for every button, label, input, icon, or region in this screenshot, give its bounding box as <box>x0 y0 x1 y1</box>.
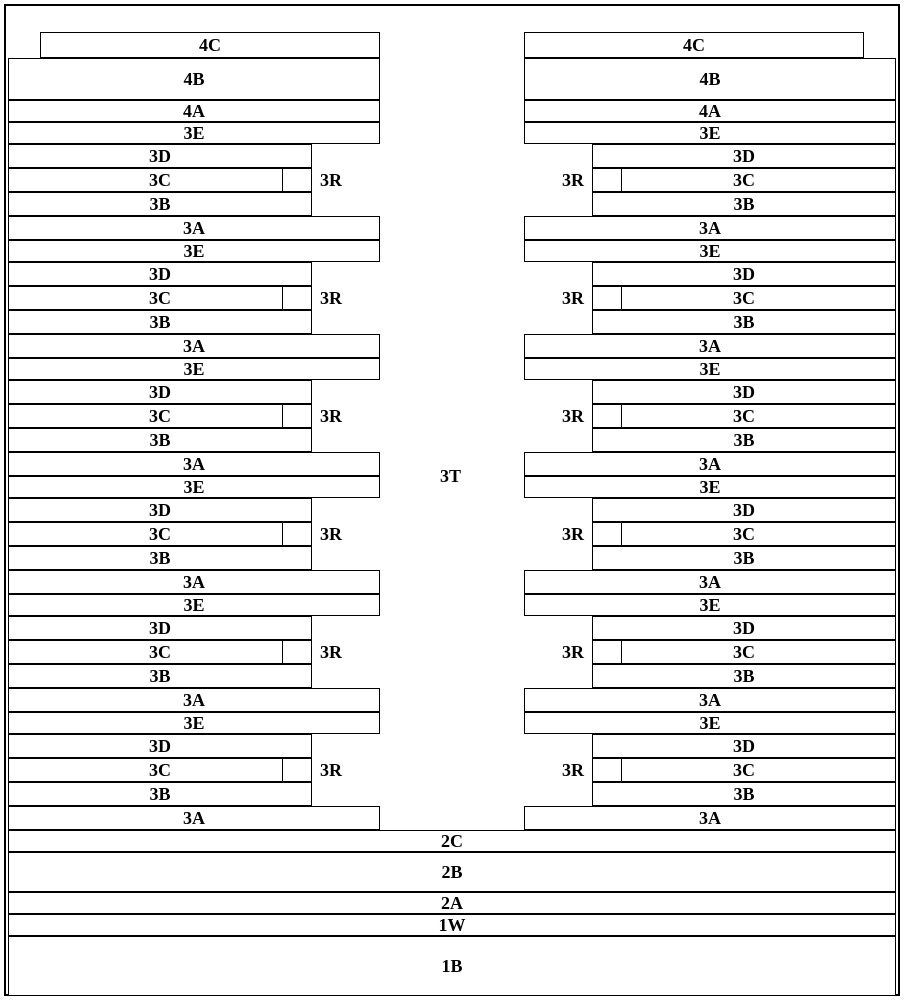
layer-2C: 2C <box>8 830 896 852</box>
layer-left-4C: 4C <box>40 32 380 58</box>
layer-diagram: 1B1W2A2B2C3A3A3B3B3C3C3R3R3D3D3E3E3A3A3B… <box>4 4 900 996</box>
layer-left-3A-g2: 3A <box>8 570 380 594</box>
layer-left-3C-g1: 3C <box>8 640 312 664</box>
r-label-right-g3: 3R <box>562 406 584 427</box>
r-label-right-g2: 3R <box>562 524 584 545</box>
layer-right-3E-g2: 3E <box>524 476 896 498</box>
layer-right-3C-g5: 3C <box>592 168 896 192</box>
layer-right-3D-g0: 3D <box>592 734 896 758</box>
layer-left-3D-g2: 3D <box>8 498 312 522</box>
layer-right-3A-g4: 3A <box>524 334 896 358</box>
layer-right-4B: 4B <box>524 58 896 100</box>
layer-left-3D-g0: 3D <box>8 734 312 758</box>
r-label-right-g1: 3R <box>562 642 584 663</box>
layer-right-3D-g4: 3D <box>592 262 896 286</box>
layer-left-3E-g1: 3E <box>8 594 380 616</box>
layer-right-3E-g1: 3E <box>524 594 896 616</box>
r-label-left-g5: 3R <box>320 170 342 191</box>
layer-left-3A-g1: 3A <box>8 688 380 712</box>
layer-right-3D-g5: 3D <box>592 144 896 168</box>
layer-left-3E-g2: 3E <box>8 476 380 498</box>
layer-right-3B-g1: 3B <box>592 664 896 688</box>
r-cell-left-g3 <box>282 404 312 428</box>
layer-left-3B-g3: 3B <box>8 428 312 452</box>
layer-left-4B: 4B <box>8 58 380 100</box>
layer-right-3D-g1: 3D <box>592 616 896 640</box>
layer-left-3D-g5: 3D <box>8 144 312 168</box>
layer-left-3C-g3: 3C <box>8 404 312 428</box>
layer-right-3D-g3: 3D <box>592 380 896 404</box>
r-cell-right-g0 <box>592 758 622 782</box>
layer-right-3A-g1: 3A <box>524 688 896 712</box>
r-cell-left-g1 <box>282 640 312 664</box>
layer-left-3D-g3: 3D <box>8 380 312 404</box>
layer-right-3E-g3: 3E <box>524 358 896 380</box>
layer-right-4C: 4C <box>524 32 864 58</box>
layer-right-3C-g1: 3C <box>592 640 896 664</box>
r-label-right-g0: 3R <box>562 760 584 781</box>
layer-right-3A-g5: 3A <box>524 216 896 240</box>
layer-right-3B-g5: 3B <box>592 192 896 216</box>
r-label-right-g4: 3R <box>562 288 584 309</box>
layer-right-3E-g0: 3E <box>524 712 896 734</box>
layer-left-3A-g4: 3A <box>8 334 380 358</box>
layer-left-3B-g0: 3B <box>8 782 312 806</box>
layer-left-3C-g2: 3C <box>8 522 312 546</box>
r-label-left-g2: 3R <box>320 524 342 545</box>
layer-right-3E-g4: 3E <box>524 240 896 262</box>
layer-2B: 2B <box>8 852 896 892</box>
layer-right-3B-g2: 3B <box>592 546 896 570</box>
layer-right-3E-g5: 3E <box>524 122 896 144</box>
layer-left-3E-g3: 3E <box>8 358 380 380</box>
layer-left-3A-g3: 3A <box>8 452 380 476</box>
r-cell-left-g2 <box>282 522 312 546</box>
layer-left-3E-g0: 3E <box>8 712 380 734</box>
layer-right-4A: 4A <box>524 100 896 122</box>
layer-left-3B-g4: 3B <box>8 310 312 334</box>
layer-right-3C-g2: 3C <box>592 522 896 546</box>
layer-left-3A-g0: 3A <box>8 806 380 830</box>
layer-right-3B-g3: 3B <box>592 428 896 452</box>
layer-left-3B-g1: 3B <box>8 664 312 688</box>
r-label-left-g4: 3R <box>320 288 342 309</box>
layer-right-3A-g3: 3A <box>524 452 896 476</box>
r-cell-left-g5 <box>282 168 312 192</box>
r-cell-right-g3 <box>592 404 622 428</box>
layer-left-3C-g5: 3C <box>8 168 312 192</box>
layer-left-3B-g5: 3B <box>8 192 312 216</box>
layer-left-3D-g1: 3D <box>8 616 312 640</box>
r-cell-left-g4 <box>282 286 312 310</box>
r-label-left-g3: 3R <box>320 406 342 427</box>
layer-left-3C-g4: 3C <box>8 286 312 310</box>
layer-left-3C-g0: 3C <box>8 758 312 782</box>
r-cell-right-g2 <box>592 522 622 546</box>
layer-left-4A: 4A <box>8 100 380 122</box>
layer-right-3B-g0: 3B <box>592 782 896 806</box>
layer-1B: 1B <box>8 936 896 996</box>
layer-2A: 2A <box>8 892 896 914</box>
layer-1W: 1W <box>8 914 896 936</box>
layer-right-3B-g4: 3B <box>592 310 896 334</box>
layer-right-3A-g0: 3A <box>524 806 896 830</box>
layer-left-3B-g2: 3B <box>8 546 312 570</box>
layer-left-3D-g4: 3D <box>8 262 312 286</box>
r-cell-right-g5 <box>592 168 622 192</box>
layer-right-3C-g3: 3C <box>592 404 896 428</box>
r-label-left-g0: 3R <box>320 760 342 781</box>
r-cell-right-g1 <box>592 640 622 664</box>
r-cell-right-g4 <box>592 286 622 310</box>
layer-right-3D-g2: 3D <box>592 498 896 522</box>
center-label-3t: 3T <box>440 466 461 487</box>
layer-left-3E-g4: 3E <box>8 240 380 262</box>
layer-right-3C-g4: 3C <box>592 286 896 310</box>
r-label-right-g5: 3R <box>562 170 584 191</box>
r-label-left-g1: 3R <box>320 642 342 663</box>
layer-left-3E-g5: 3E <box>8 122 380 144</box>
r-cell-left-g0 <box>282 758 312 782</box>
layer-left-3A-g5: 3A <box>8 216 380 240</box>
layer-right-3A-g2: 3A <box>524 570 896 594</box>
layer-right-3C-g0: 3C <box>592 758 896 782</box>
